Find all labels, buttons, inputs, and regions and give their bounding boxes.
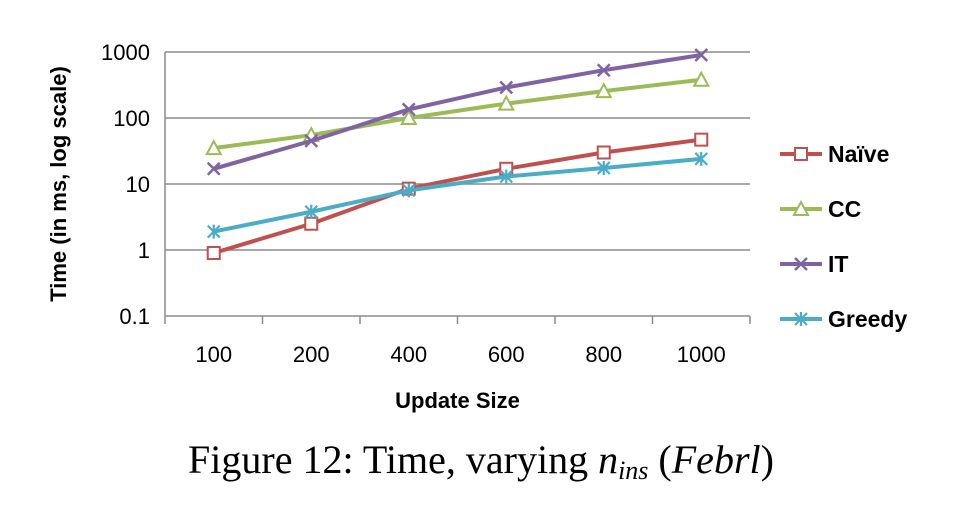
data-point-na-ve [596, 145, 611, 160]
legend-label-it: IT [828, 251, 848, 277]
x-tick-label: 800 [585, 342, 622, 367]
data-point-cc [497, 94, 515, 111]
y-tick-label: 1 [138, 238, 150, 263]
figure-caption: Figure 12: Time, varying nins (Febrl) [0, 436, 962, 486]
legend-label-greedy: Greedy [828, 306, 907, 332]
data-point-greedy [206, 224, 221, 239]
series-line-greedy [213, 156, 702, 234]
data-point-na-ve [304, 216, 319, 231]
data-point-greedy [499, 169, 514, 184]
x-tick-label: 600 [488, 342, 525, 367]
x-tick-label: 200 [293, 342, 330, 367]
data-point-na-ve [694, 132, 709, 147]
y-tick-label: 100 [113, 106, 150, 131]
data-point-cc [205, 138, 223, 156]
x-tick-label: 100 [195, 342, 232, 367]
data-point-greedy [694, 151, 709, 166]
y-tick-label: 1000 [101, 40, 150, 65]
y-axis-title: Time (in ms, log scale) [46, 66, 71, 302]
data-point-cc [692, 70, 710, 87]
y-tick-label: 0.1 [119, 304, 150, 329]
data-point-cc [400, 108, 418, 125]
caption-close-paren: ) [760, 437, 774, 482]
data-point-na-ve [206, 246, 221, 261]
data-point-greedy [304, 204, 319, 219]
caption-variable: n [598, 437, 619, 482]
x-axis-title: Update Size [395, 388, 520, 413]
y-tick-label: 10 [126, 172, 150, 197]
legend-marker-cc [792, 199, 810, 216]
data-point-it [401, 102, 416, 117]
caption-open-paren: ( [648, 437, 672, 482]
data-point-it [304, 134, 319, 148]
series-line-cc [213, 77, 702, 151]
data-point-it [206, 161, 221, 176]
legend-label-na-ve: Naïve [828, 141, 889, 167]
caption-dataset: Febrl [671, 437, 761, 482]
series-line-it [213, 53, 702, 171]
data-point-it [596, 63, 611, 78]
legend-marker-greedy [794, 312, 808, 326]
data-point-cc [595, 82, 613, 99]
data-point-it [499, 80, 514, 95]
caption-subscript: ins [618, 456, 649, 485]
legend-marker-na-ve [794, 147, 808, 161]
data-point-it [694, 48, 709, 62]
line-chart: 0.1 1 10 100 1000 100 200 400 600 800 1000 Update S… [46, 40, 907, 413]
caption-prefix: Figure 12: Time, varying [188, 437, 599, 482]
data-point-greedy [401, 183, 416, 198]
series-line-na-ve [213, 137, 702, 255]
x-tick-label: 1000 [677, 342, 726, 367]
legend-label-cc: CC [828, 196, 861, 222]
legend-marker-it [794, 257, 808, 271]
data-point-greedy [596, 160, 611, 175]
x-tick-label: 400 [390, 342, 427, 367]
